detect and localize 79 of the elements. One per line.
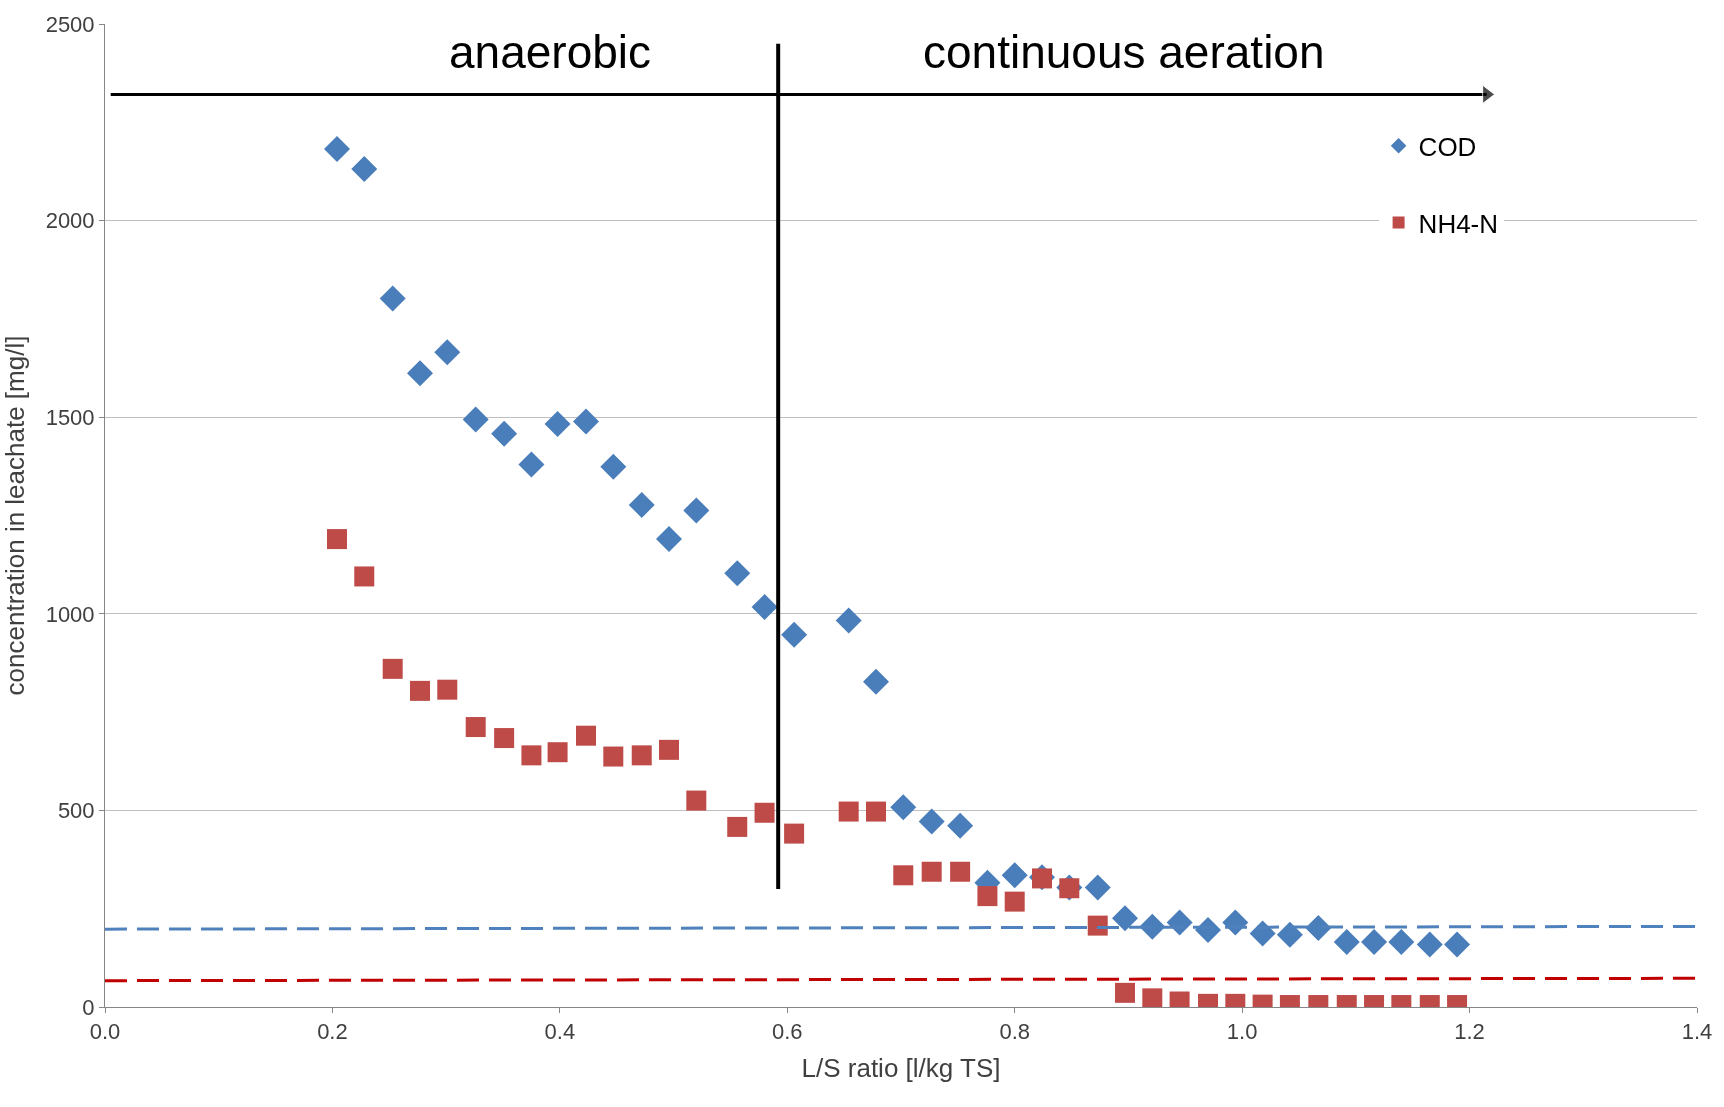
point [835, 607, 862, 634]
point [518, 451, 545, 478]
point [434, 339, 461, 366]
y-tick-label: 1000 [45, 601, 95, 627]
point [1084, 874, 1111, 901]
point [1388, 929, 1415, 956]
point [838, 801, 859, 822]
x-tick-label: 0.4 [544, 1019, 576, 1045]
point [1142, 988, 1163, 1007]
point [683, 497, 710, 524]
point [656, 526, 683, 553]
point [573, 408, 600, 435]
point [628, 491, 655, 518]
x-tick-label: 0.6 [771, 1019, 803, 1045]
point [1333, 929, 1360, 956]
point [1444, 931, 1471, 958]
point [544, 410, 571, 437]
x-tick-label: 0.8 [999, 1019, 1031, 1045]
point [784, 823, 805, 844]
point [1001, 862, 1028, 889]
point [494, 728, 515, 749]
point [921, 861, 942, 882]
point [603, 746, 624, 767]
y-tick-label: 1500 [45, 404, 95, 430]
point [947, 812, 974, 839]
legend-label: COD [1418, 131, 1477, 162]
point [724, 560, 751, 587]
point [727, 816, 748, 837]
y-tick-label: 500 [57, 798, 95, 824]
x-tick-label: 1.0 [1226, 1019, 1258, 1045]
legend-label: NH4-N [1418, 208, 1499, 239]
point [521, 745, 542, 766]
x-tick-label: 0.0 [89, 1019, 121, 1045]
point [659, 739, 680, 760]
point [406, 360, 433, 387]
point [751, 594, 778, 621]
point [918, 808, 945, 835]
x-tick-label: 1.2 [1454, 1019, 1485, 1045]
point [351, 156, 378, 183]
point [437, 679, 458, 700]
point [491, 420, 518, 447]
point [382, 658, 403, 679]
y-axis-title: concentration in leachate [mg/l] [0, 335, 30, 696]
point [409, 680, 430, 701]
point [462, 406, 489, 433]
point [890, 794, 917, 821]
point [600, 453, 627, 480]
point [465, 717, 486, 738]
x-axis-title: L/S ratio [l/kg TS] [801, 1053, 1001, 1084]
point [1276, 921, 1303, 948]
point [1416, 931, 1443, 958]
y-tick-label: 2000 [45, 208, 95, 234]
point [1115, 982, 1136, 1003]
x-tick-label: 1.4 [1681, 1019, 1713, 1045]
point [1112, 905, 1139, 932]
annotation: continuous aeration [923, 26, 1325, 78]
point [754, 802, 775, 823]
point [576, 725, 597, 746]
point [1087, 915, 1108, 936]
point [1004, 891, 1025, 912]
y-tick-label: 0 [82, 994, 95, 1020]
point [977, 886, 998, 907]
point [326, 529, 347, 550]
y-tick-label: 2500 [45, 11, 95, 37]
point [1166, 909, 1193, 936]
point [862, 668, 889, 695]
point [547, 742, 568, 763]
point [893, 865, 914, 886]
point [686, 790, 707, 811]
point [781, 621, 808, 648]
point [865, 801, 886, 822]
x-tick-label: 0.2 [317, 1019, 348, 1045]
point [323, 136, 350, 163]
point [631, 745, 652, 766]
point [379, 285, 406, 312]
point [354, 566, 375, 587]
point [1361, 929, 1388, 956]
point [950, 861, 971, 882]
annotation: anaerobic [449, 26, 652, 78]
